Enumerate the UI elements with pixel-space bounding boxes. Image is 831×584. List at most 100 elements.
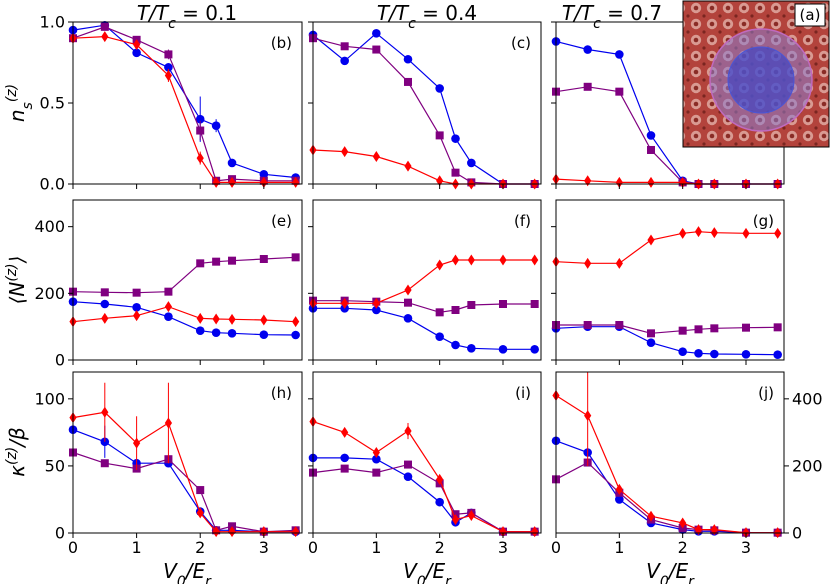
data-point — [100, 22, 109, 31]
data-point — [259, 169, 269, 179]
inset-label: (a) — [800, 6, 821, 24]
data-point — [164, 312, 173, 321]
data-point — [340, 42, 349, 51]
data-point — [164, 417, 173, 429]
data-point — [694, 349, 703, 358]
data-point — [100, 459, 109, 468]
x-axis-label: V0/Er — [163, 559, 212, 584]
data-point — [404, 460, 412, 469]
data-point — [436, 259, 444, 271]
data-point — [467, 344, 476, 353]
series-line — [555, 461, 778, 534]
data-point — [710, 524, 718, 536]
data-point — [710, 324, 719, 333]
data-point — [196, 507, 204, 519]
data-point — [499, 254, 507, 266]
data-point — [341, 297, 349, 309]
data-point — [372, 297, 380, 309]
data-point — [530, 345, 539, 354]
data-point — [679, 176, 687, 188]
panel-f: (f) — [308, 199, 542, 365]
data-point — [372, 468, 381, 477]
data-point — [211, 328, 221, 337]
data-point — [615, 176, 623, 188]
data-point — [679, 227, 687, 239]
series — [551, 436, 782, 537]
data-point — [196, 152, 204, 164]
panel-label: (g) — [753, 212, 774, 230]
data-point — [531, 526, 539, 538]
data-point — [228, 313, 236, 325]
data-point — [212, 176, 220, 188]
series — [309, 144, 539, 190]
data-point — [647, 176, 655, 188]
inner-core-region — [727, 46, 795, 114]
y-tick-label: 400 — [34, 217, 65, 236]
panel-d: (d) — [551, 21, 785, 190]
data-point — [132, 303, 141, 312]
data-point — [710, 349, 719, 359]
data-point — [291, 330, 300, 340]
x-tick-label: 1 — [132, 538, 142, 557]
panel-label: (b) — [271, 34, 292, 52]
inset-lattice-image: (a) — [682, 0, 830, 148]
x-tick-label: 0 — [308, 538, 318, 557]
inset-frame — [682, 0, 830, 148]
data-point — [196, 312, 204, 324]
data-point — [583, 321, 592, 329]
x-axis-label: V0/Er — [403, 559, 452, 584]
data-point — [195, 326, 205, 335]
data-point — [341, 146, 349, 158]
panel-b: 0.0 0.5 1.0 (b) — [40, 13, 303, 194]
data-point — [451, 134, 460, 143]
data-point — [773, 323, 782, 332]
data-point — [292, 316, 300, 328]
y-tick-label: 100 — [34, 389, 65, 408]
series — [308, 304, 539, 354]
data-point — [583, 45, 592, 54]
data-point — [195, 114, 205, 124]
data-point — [467, 301, 476, 309]
data-point — [451, 254, 460, 266]
data-point — [404, 284, 412, 296]
y-tick-label: 0.0 — [40, 175, 65, 194]
data-point — [164, 50, 173, 59]
data-point — [101, 31, 109, 43]
data-point — [404, 160, 412, 172]
y-tick-label: 200 — [792, 456, 823, 475]
data-point — [646, 338, 656, 347]
data-point — [583, 82, 592, 91]
series — [69, 253, 300, 297]
data-point — [101, 406, 109, 418]
y-tick-label: 0 — [55, 351, 65, 370]
data-point — [404, 425, 412, 437]
inset-label-box — [794, 3, 826, 27]
series-line — [72, 411, 296, 533]
data-point — [710, 227, 718, 239]
data-point — [196, 126, 205, 135]
data-point — [451, 168, 460, 177]
x-axis-label: V0/Er — [646, 559, 695, 584]
data-point — [164, 287, 173, 296]
data-point — [694, 325, 703, 334]
data-point — [340, 464, 349, 473]
panel-h: 0 1 2 3 0 50 100 (h) — [34, 371, 303, 557]
data-point — [164, 69, 173, 81]
data-point — [292, 526, 300, 538]
data-point — [291, 253, 300, 262]
data-point — [211, 121, 221, 130]
data-point — [498, 345, 508, 354]
data-point — [372, 29, 381, 38]
panel-label: (c) — [511, 34, 531, 52]
data-point — [773, 350, 782, 359]
data-point — [499, 300, 507, 308]
data-point — [584, 410, 592, 422]
data-point — [133, 310, 141, 322]
axes-frame — [312, 371, 542, 534]
series-line — [313, 307, 535, 350]
y-tick-label: 400 — [792, 389, 823, 408]
y-tick-label: 50 — [45, 456, 65, 475]
x-tick-label: 2 — [195, 538, 205, 557]
series — [68, 20, 300, 182]
data-point — [435, 84, 444, 93]
